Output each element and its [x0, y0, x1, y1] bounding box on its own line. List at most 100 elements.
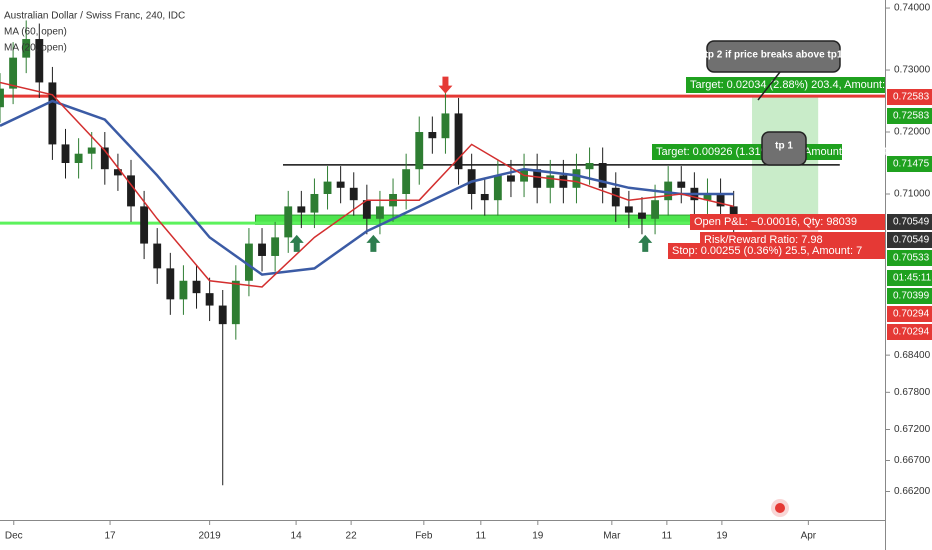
candle-body — [113, 169, 122, 176]
candle-body — [74, 153, 83, 164]
candle-body — [166, 268, 175, 300]
tool-label: Stop: 0.00255 (0.36%) 25.5, Amount: 7 — [672, 245, 862, 257]
candle-body — [638, 212, 646, 219]
candle-body — [218, 305, 227, 325]
candle-body — [127, 175, 135, 207]
candle-body — [664, 181, 673, 201]
y-tick-label: 0.67200 — [894, 424, 931, 435]
y-tick-label: 0.71000 — [894, 189, 931, 200]
price-label-bg — [887, 214, 932, 230]
candle-body — [35, 39, 44, 83]
moving-average — [0, 81, 734, 288]
y-tick-label: 0.73000 — [894, 65, 931, 76]
signal-arrow — [366, 234, 381, 252]
x-tick-label: 19 — [532, 531, 544, 542]
price-label: 0.71475 — [893, 159, 930, 170]
price-label-bg — [887, 324, 932, 340]
candle-body — [716, 193, 725, 207]
candle-body — [231, 280, 240, 325]
candle-body — [598, 163, 607, 188]
candle-body — [87, 147, 96, 154]
y-tick-label: 0.74000 — [894, 3, 931, 14]
candle-body — [585, 163, 594, 170]
legend-entry: MA (60, open) — [4, 27, 67, 38]
chart-title: Australian Dollar / Swiss Franc, 240, ID… — [4, 11, 185, 22]
callout-text: tp 2 if price breaks above tp1 — [705, 50, 843, 61]
y-tick-label: 0.66200 — [894, 486, 931, 497]
y-tick-label: 0.67800 — [894, 387, 931, 398]
candle-body — [297, 206, 306, 213]
candle-body — [153, 243, 162, 269]
x-tick-label: Dec — [5, 531, 23, 542]
price-label: 0.70294 — [893, 327, 930, 338]
candle-body — [48, 82, 57, 145]
price-label: 0.70399 — [893, 291, 930, 302]
candle-body — [493, 175, 502, 201]
candle-body — [559, 175, 568, 188]
price-label: 0.70533 — [893, 253, 930, 264]
candle-body — [362, 200, 371, 219]
y-tick-label: 0.72000 — [894, 127, 931, 138]
x-tick-label: 2019 — [198, 531, 221, 542]
tool-label: Target: 0.02034 (2.88%) 203.4, Amount: 2 — [690, 79, 894, 91]
candle-body — [0, 88, 4, 108]
y-tick-label: 0.66700 — [894, 455, 931, 466]
price-label-bg — [887, 306, 932, 322]
alert-icon-dot — [775, 503, 785, 513]
callout-box — [761, 131, 807, 166]
tool-label-bg — [668, 243, 885, 259]
price-label-bg — [887, 250, 932, 266]
candle-body — [507, 175, 515, 182]
candle-body — [140, 206, 149, 244]
price-label-bg — [887, 89, 932, 105]
callout-pointer — [757, 71, 781, 101]
candle-body — [349, 187, 358, 201]
candle-body — [454, 113, 463, 170]
candle-body — [624, 206, 633, 213]
price-label: 0.70294 — [893, 309, 930, 320]
candle-body — [546, 175, 555, 188]
candle-body — [179, 280, 188, 300]
signal-arrow — [289, 234, 304, 252]
candle-body — [611, 187, 620, 207]
x-tick-label: 11 — [476, 531, 487, 542]
x-tick-label: 11 — [662, 531, 673, 542]
price-label-bg — [887, 270, 932, 286]
candle-body — [651, 200, 660, 219]
moving-average — [0, 99, 734, 276]
price-label: 0.72583 — [893, 111, 930, 122]
price-label: 01:45:11 — [893, 273, 932, 284]
legend-entry: MA (20, open) — [4, 43, 67, 54]
price-label-bg — [887, 108, 932, 124]
x-tick-label: Feb — [415, 531, 433, 542]
candle-body — [258, 243, 266, 256]
candle-body — [441, 113, 450, 139]
callout-text: tp 1 — [775, 141, 793, 152]
price-label-bg — [887, 156, 932, 172]
candle-body — [284, 206, 293, 238]
candle-body — [192, 280, 201, 294]
signal-arrow — [438, 76, 453, 94]
tool-label: Open P&L: −0.00016, Qty: 98039 — [694, 216, 857, 228]
price-label-bg — [887, 232, 932, 248]
y-tick-label: 0.68400 — [894, 350, 931, 361]
price-label: 0.70549 — [893, 217, 930, 228]
x-tick-label: 17 — [104, 531, 116, 542]
tool-label: Risk/Reward Ratio: 7.98 — [704, 234, 823, 246]
price-label: 0.70549 — [893, 235, 930, 246]
candle-body — [376, 206, 384, 219]
candle-body — [428, 132, 437, 139]
x-tick-label: Apr — [801, 531, 817, 542]
candle-body — [336, 181, 345, 188]
price-label-bg — [887, 288, 932, 304]
candle-body — [402, 169, 411, 194]
candle-body — [480, 193, 489, 201]
candle-body — [533, 169, 542, 188]
candle-body — [677, 181, 686, 188]
candle-body — [310, 193, 319, 213]
candle-body — [323, 181, 332, 194]
signal-arrow — [638, 234, 653, 252]
tool-label-bg — [686, 77, 885, 93]
callout-box — [706, 40, 841, 73]
candle-body — [729, 206, 738, 219]
